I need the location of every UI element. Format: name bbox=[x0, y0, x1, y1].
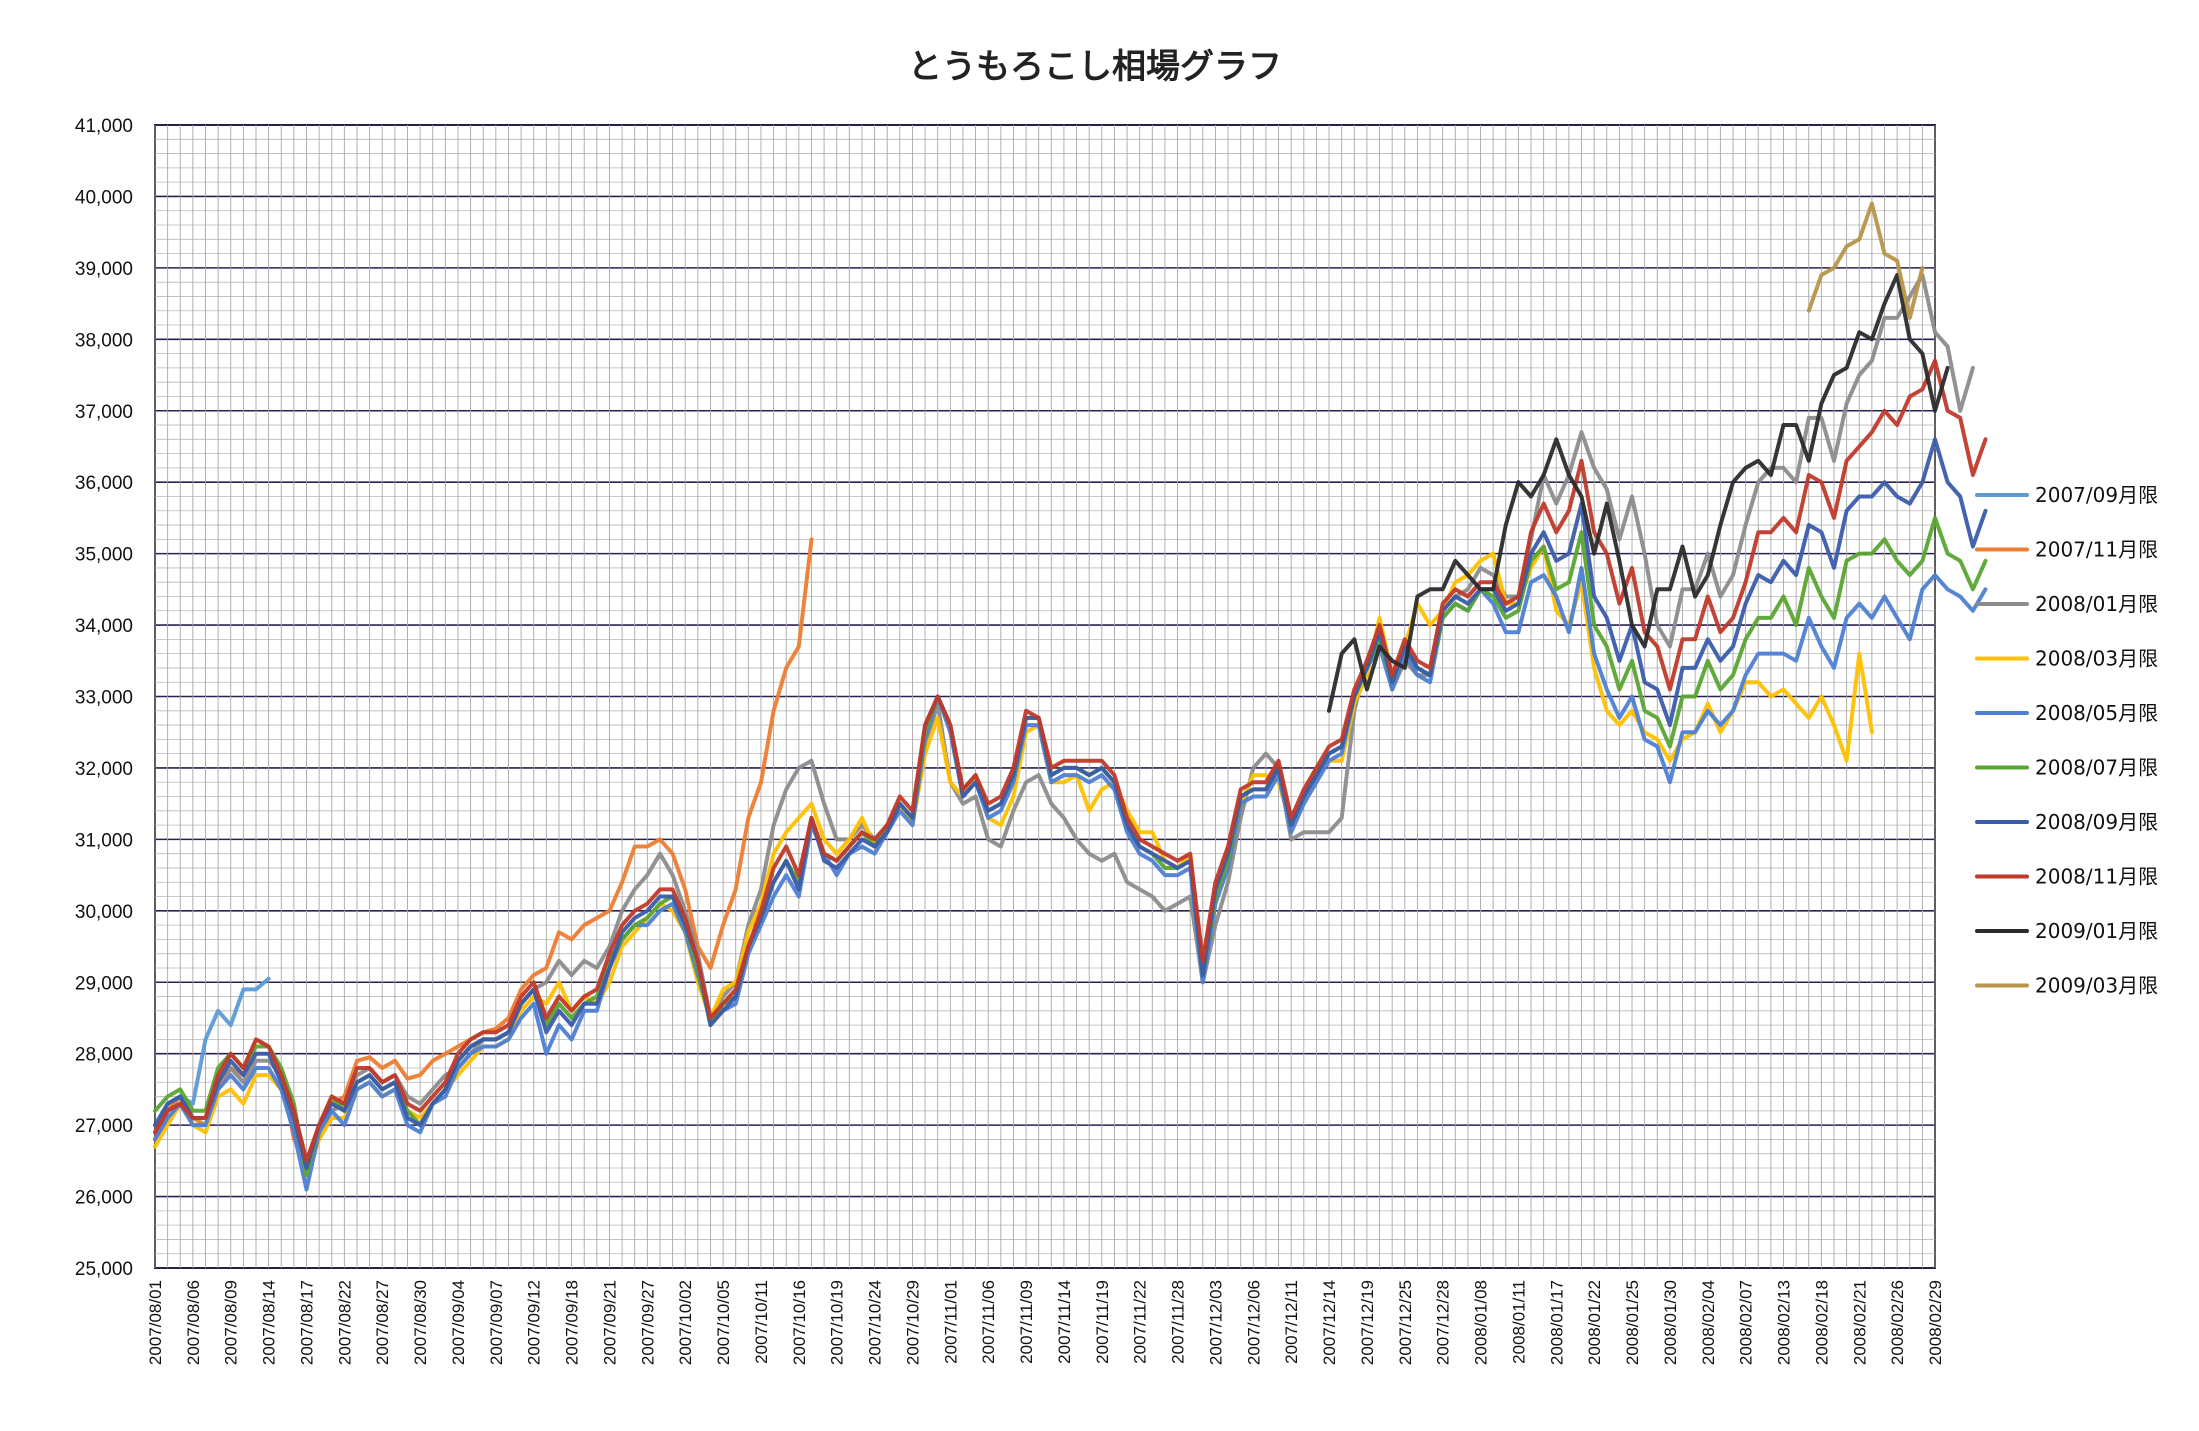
y-tick-label: 30,000 bbox=[75, 902, 133, 923]
x-tick-label: 2007/11/28 bbox=[1169, 1280, 1188, 1364]
x-tick-label: 2007/09/04 bbox=[449, 1280, 468, 1365]
x-tick-label: 2007/08/14 bbox=[260, 1280, 279, 1365]
legend-label: 2008/11月限 bbox=[2035, 865, 2158, 889]
y-tick-label: 34,000 bbox=[75, 616, 133, 637]
x-tick-label: 2007/08/17 bbox=[297, 1280, 316, 1365]
legend-label: 2008/01月限 bbox=[2035, 592, 2158, 616]
y-tick-label: 41,000 bbox=[75, 116, 133, 137]
x-tick-label: 2008/02/29 bbox=[1926, 1280, 1945, 1365]
x-tick-label: 2007/11/22 bbox=[1131, 1280, 1150, 1364]
x-tick-label: 2007/10/24 bbox=[866, 1280, 885, 1365]
x-tick-label: 2007/08/09 bbox=[222, 1280, 241, 1365]
x-tick-label: 2007/09/21 bbox=[600, 1280, 619, 1365]
series-line bbox=[1327, 273, 1950, 713]
legend-label: 2008/09月限 bbox=[2035, 810, 2158, 834]
x-tick-label: 2007/09/12 bbox=[525, 1280, 544, 1365]
x-tick-label: 2007/11/01 bbox=[941, 1280, 960, 1364]
x-tick-label: 2007/09/18 bbox=[563, 1280, 582, 1365]
x-tick-label: 2007/10/05 bbox=[714, 1280, 733, 1365]
x-tick-label: 2007/11/09 bbox=[1017, 1280, 1036, 1364]
x-tick-label: 2008/02/04 bbox=[1699, 1280, 1718, 1365]
x-tick-label: 2007/10/29 bbox=[903, 1280, 922, 1365]
series-line bbox=[153, 565, 1988, 1192]
y-tick-label: 36,000 bbox=[75, 473, 133, 494]
x-axis-ticks: 2007/08/01 2007/08/06 2007/08/09 2007/08/14… bbox=[146, 1280, 1945, 1365]
x-tick-label: 2008/01/25 bbox=[1623, 1280, 1642, 1365]
x-tick-label: 2008/02/26 bbox=[1888, 1280, 1907, 1365]
y-tick-label: 25,000 bbox=[75, 1259, 133, 1280]
x-tick-label: 2008/02/18 bbox=[1812, 1280, 1831, 1365]
x-tick-label: 2007/10/11 bbox=[752, 1280, 771, 1364]
x-tick-label: 2008/01/08 bbox=[1472, 1280, 1491, 1365]
x-tick-label: 2007/11/19 bbox=[1093, 1280, 1112, 1364]
y-axis-ticks: 25,000 26,000 27,000 28,000 29,000 30,000 31,0… bbox=[75, 116, 133, 1280]
y-tick-label: 40,000 bbox=[75, 187, 133, 208]
y-tick-label: 28,000 bbox=[75, 1045, 133, 1066]
y-tick-label: 31,000 bbox=[75, 830, 133, 851]
legend-label: 2009/01月限 bbox=[2035, 919, 2158, 943]
x-tick-label: 2008/02/07 bbox=[1737, 1280, 1756, 1365]
x-tick-label: 2007/08/30 bbox=[411, 1280, 430, 1365]
x-tick-label: 2007/08/27 bbox=[373, 1280, 392, 1365]
legend: 2007/09月限 2007/11月限 2008/01月限 2008/03月限 2008… bbox=[1975, 483, 2158, 998]
x-tick-label: 2007/12/06 bbox=[1244, 1280, 1263, 1365]
legend-label: 2009/03月限 bbox=[2035, 974, 2158, 998]
x-tick-label: 2007/12/19 bbox=[1358, 1280, 1377, 1365]
y-tick-label: 26,000 bbox=[75, 1188, 133, 1209]
chart-title: とうもろこし相場グラフ bbox=[908, 47, 1282, 87]
x-tick-label: 2007/12/25 bbox=[1396, 1280, 1415, 1365]
x-tick-label: 2007/08/22 bbox=[335, 1280, 354, 1365]
y-tick-label: 33,000 bbox=[75, 688, 133, 709]
y-tick-label: 27,000 bbox=[75, 1116, 133, 1137]
x-tick-label: 2008/02/21 bbox=[1850, 1280, 1869, 1365]
x-tick-label: 2007/12/28 bbox=[1434, 1280, 1453, 1365]
series-line bbox=[153, 358, 1988, 1163]
x-tick-label: 2007/12/03 bbox=[1206, 1280, 1225, 1365]
legend-label: 2007/11月限 bbox=[2035, 538, 2158, 562]
x-tick-label: 2007/11/06 bbox=[979, 1280, 998, 1364]
x-tick-label: 2007/09/07 bbox=[487, 1280, 506, 1365]
series-line bbox=[153, 437, 1988, 1170]
y-tick-label: 39,000 bbox=[75, 259, 133, 280]
series-line bbox=[1806, 201, 1925, 320]
x-tick-label: 2008/01/17 bbox=[1547, 1280, 1566, 1365]
x-tick-label: 2007/08/06 bbox=[184, 1280, 203, 1365]
x-tick-label: 2007/10/16 bbox=[790, 1280, 809, 1365]
x-tick-label: 2007/09/27 bbox=[638, 1280, 657, 1365]
x-tick-label: 2007/08/01 bbox=[146, 1280, 165, 1365]
x-tick-label: 2008/01/22 bbox=[1585, 1280, 1604, 1365]
x-tick-label: 2008/01/11 bbox=[1509, 1280, 1528, 1364]
legend-label: 2007/09月限 bbox=[2035, 483, 2158, 507]
y-tick-label: 29,000 bbox=[75, 973, 133, 994]
x-tick-label: 2007/12/14 bbox=[1320, 1280, 1339, 1365]
x-tick-label: 2007/11/14 bbox=[1055, 1280, 1074, 1364]
x-tick-label: 2007/10/19 bbox=[828, 1280, 847, 1365]
y-tick-label: 37,000 bbox=[75, 402, 133, 423]
grid bbox=[154, 124, 1936, 1269]
y-tick-label: 35,000 bbox=[75, 545, 133, 566]
x-tick-label: 2007/10/02 bbox=[676, 1280, 695, 1365]
legend-label: 2008/05月限 bbox=[2035, 701, 2158, 725]
y-tick-label: 32,000 bbox=[75, 759, 133, 780]
legend-label: 2008/03月限 bbox=[2035, 647, 2158, 671]
series-lines bbox=[153, 201, 1988, 1192]
legend-label: 2008/07月限 bbox=[2035, 756, 2158, 780]
x-tick-label: 2008/02/13 bbox=[1775, 1280, 1794, 1365]
y-tick-label: 38,000 bbox=[75, 330, 133, 351]
x-tick-label: 2007/12/11 bbox=[1282, 1280, 1301, 1364]
x-tick-label: 2008/01/30 bbox=[1661, 1280, 1680, 1365]
